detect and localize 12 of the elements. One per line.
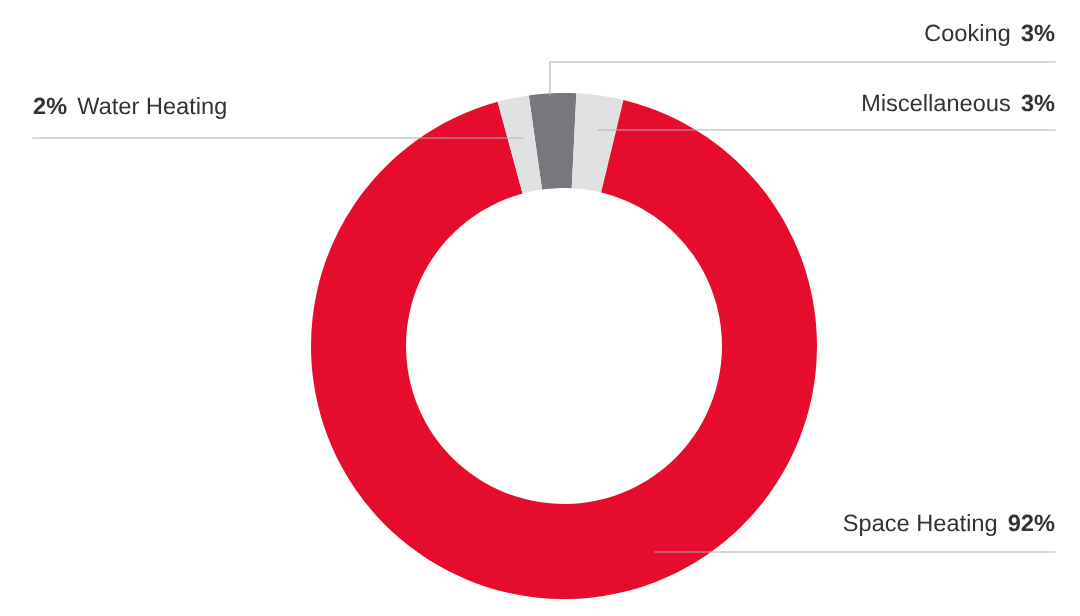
slice-label: Water Heating [77, 97, 226, 120]
donut-slice [528, 93, 577, 190]
donut-slice [497, 95, 543, 194]
data-label: 3% [1021, 24, 1055, 42]
data-label: 3% [1021, 94, 1055, 112]
data-label: 2% [33, 97, 67, 115]
slice-label: Cooking [925, 24, 1010, 46]
slice-label: Miscellaneous [863, 94, 1010, 112]
data-label: 92% [1008, 514, 1055, 532]
donut-slice [571, 93, 624, 193]
slice-label: Space Heating [843, 513, 997, 537]
donut-slice [311, 100, 817, 599]
